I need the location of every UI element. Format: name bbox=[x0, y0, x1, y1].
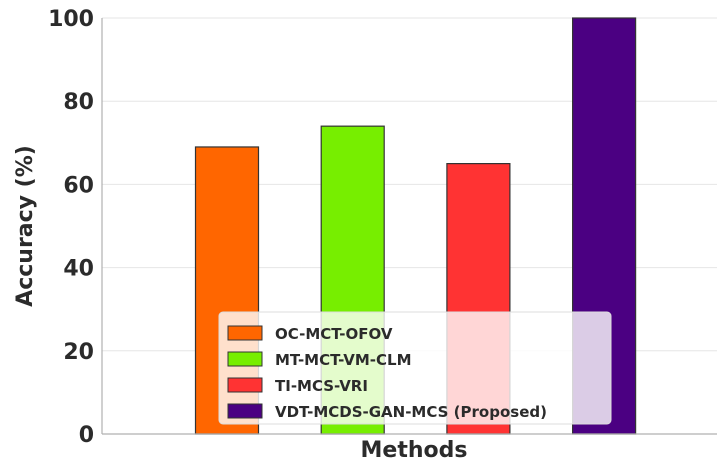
y-tick-label: 40 bbox=[63, 257, 94, 282]
legend-swatch bbox=[227, 403, 263, 419]
legend: OC-MCT-OFOV MT-MCT-VM-CLM TI-MCS-VRI VDT-MC… bbox=[218, 311, 612, 425]
legend-label: TI-MCS-VRI bbox=[275, 377, 368, 395]
legend-label: VDT-MCDS-GAN-MCS (Proposed) bbox=[275, 403, 547, 421]
x-axis-label: Methods bbox=[361, 438, 468, 463]
y-tick-label: 80 bbox=[63, 90, 94, 115]
y-tick-label: 100 bbox=[48, 7, 94, 32]
legend-label: OC-MCT-OFOV bbox=[275, 325, 393, 343]
y-axis-label: Accuracy (%) bbox=[13, 145, 38, 307]
legend-swatch bbox=[227, 351, 263, 367]
legend-swatch bbox=[227, 325, 263, 341]
legend-box bbox=[218, 311, 612, 425]
axes: 0 20 40 60 80 100 bbox=[48, 7, 717, 448]
legend-label: MT-MCT-VM-CLM bbox=[275, 351, 412, 369]
y-tick-label: 0 bbox=[79, 423, 94, 448]
legend-swatch bbox=[227, 377, 263, 393]
y-tick-label: 20 bbox=[63, 340, 94, 365]
y-tick-label: 60 bbox=[63, 173, 94, 198]
